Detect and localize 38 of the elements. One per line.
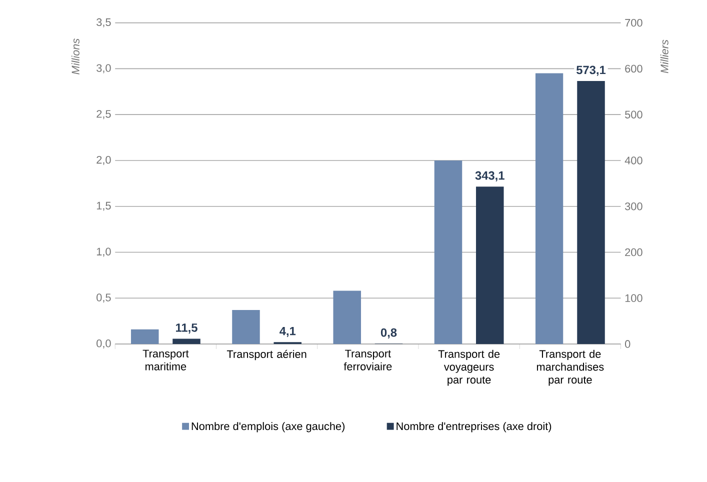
y-tick-label: 0,5 bbox=[96, 294, 111, 303]
y2-tick-label: 400 bbox=[624, 156, 642, 164]
x-tick-label: Transport de voyageurs par route bbox=[438, 350, 500, 386]
data-label: 11,5 bbox=[176, 324, 198, 334]
x-tick-label: Transport aérien bbox=[226, 350, 306, 360]
x-tick-label: Transport maritime bbox=[142, 350, 189, 370]
bar bbox=[333, 290, 361, 344]
y2-tick-label: 0 bbox=[625, 340, 630, 348]
y2-tick-label: 600 bbox=[625, 64, 642, 73]
bar bbox=[434, 160, 462, 344]
y-axis-title: Millions bbox=[71, 38, 80, 74]
y-tick-label: 1,0 bbox=[96, 248, 111, 257]
y-tick-label: 2,5 bbox=[96, 110, 111, 120]
y-tick-label: 3,0 bbox=[96, 64, 111, 74]
bar bbox=[577, 81, 605, 344]
data-label: 0,8 bbox=[380, 328, 397, 339]
bar bbox=[476, 186, 504, 344]
data-label: 4,1 bbox=[280, 327, 296, 338]
y2-tick-label: 100 bbox=[625, 294, 642, 302]
y2-tick-label: 500 bbox=[625, 110, 642, 119]
data-label: 573,1 bbox=[576, 66, 606, 76]
y2-tick-label: 200 bbox=[625, 248, 642, 256]
y-tick-label: 2,0 bbox=[96, 156, 111, 166]
y2-axis-title: Milliers bbox=[660, 40, 668, 74]
bar bbox=[232, 310, 260, 344]
legend-label: Nombre d'emplois (axe gauche) bbox=[192, 422, 345, 432]
y-tick-label: 0,0 bbox=[96, 340, 111, 349]
x-tick-label: Transport de marchandises par route bbox=[536, 350, 604, 386]
data-label: 343,1 bbox=[475, 171, 504, 182]
y-tick-label: 1,5 bbox=[96, 202, 111, 211]
y2-tick-label: 700 bbox=[625, 19, 642, 27]
y2-tick-label: 300 bbox=[625, 202, 642, 210]
bar bbox=[535, 73, 564, 344]
legend-label: Nombre d'entreprises (axe droit) bbox=[396, 422, 552, 432]
bar bbox=[130, 329, 159, 344]
y-tick-label: 3,5 bbox=[96, 18, 111, 28]
bar bbox=[172, 338, 200, 344]
x-tick-label: Transport ferroviaire bbox=[344, 350, 392, 370]
